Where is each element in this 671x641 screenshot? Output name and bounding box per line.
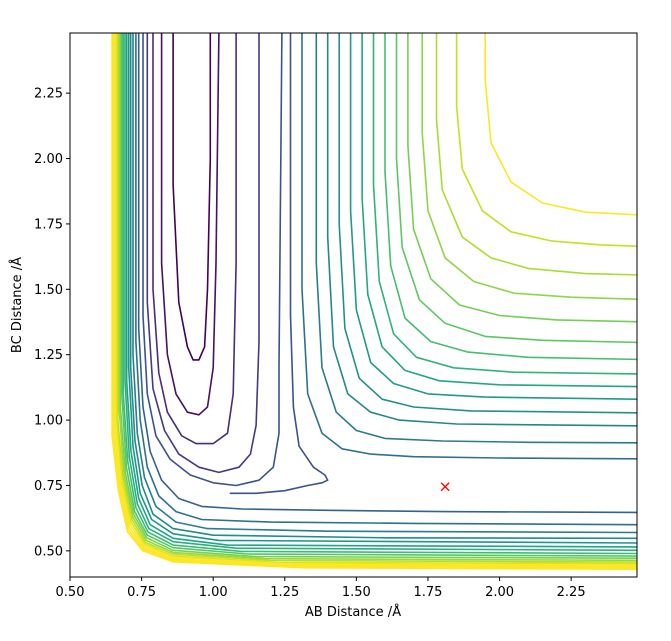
contour-line-15 xyxy=(118,33,637,562)
contour-line-31 xyxy=(407,33,637,323)
contour-line-32 xyxy=(421,33,637,300)
contour-line-5 xyxy=(137,33,637,514)
contour-line-3 xyxy=(146,33,260,474)
contour-line-4-branch xyxy=(229,33,329,495)
contour-line-13 xyxy=(121,33,637,557)
y-tick-label: 1.75 xyxy=(34,217,63,232)
y-tick-label: 1.00 xyxy=(34,414,63,429)
contour-line-7 xyxy=(132,33,637,534)
contour-line-10 xyxy=(125,33,637,548)
contour-line-35 xyxy=(484,33,637,216)
contour-line-8 xyxy=(129,33,637,540)
x-axis-ticks: 0.50 0.75 1.00 1.25 1.50 1.75 2.00 2.25 xyxy=(56,577,586,600)
contour-line-28 xyxy=(372,33,637,375)
y-tick-label: 0.75 xyxy=(34,479,63,494)
contour-line-4 xyxy=(142,33,283,487)
y-tick-label: 0.50 xyxy=(34,544,63,559)
contour-line-22 xyxy=(301,33,637,460)
contour-line-26 xyxy=(349,33,637,400)
y-axis-label: BC Distance /Å xyxy=(9,257,25,353)
contour-line-11 xyxy=(124,33,637,552)
y-tick-label: 1.50 xyxy=(34,283,63,298)
plot-frame xyxy=(69,32,638,578)
x-tick-label: 0.50 xyxy=(56,585,85,600)
contour-line-9 xyxy=(127,33,637,544)
contour-line-34 xyxy=(455,33,637,247)
contour-line-21 xyxy=(111,33,637,570)
contour-line-25 xyxy=(338,33,637,414)
contour-line-24 xyxy=(326,33,637,427)
contour-line-19 xyxy=(113,33,637,568)
contour-line-6 xyxy=(135,33,637,526)
contour-lines xyxy=(111,33,637,570)
y-tick-label: 2.25 xyxy=(34,87,63,102)
x-tick-label: 0.75 xyxy=(127,585,156,600)
x-tick-label: 1.25 xyxy=(270,585,299,600)
contour-line-12 xyxy=(122,33,637,555)
x-axis-label: AB Distance /Å xyxy=(305,604,401,620)
x-tick-label: 1.00 xyxy=(199,585,228,600)
y-axis-ticks: 0.50 0.75 1.00 1.25 1.50 1.75 2.00 2.25 xyxy=(34,87,70,559)
contour-line-14 xyxy=(119,33,637,559)
contour-line-33 xyxy=(435,33,637,276)
y-tick-label: 2.00 xyxy=(34,152,63,167)
y-tick-label: 1.25 xyxy=(34,348,63,363)
contour-line-0 xyxy=(172,33,212,361)
contour-line-1 xyxy=(160,33,220,416)
contour-line-17 xyxy=(115,33,637,565)
contour-line-18 xyxy=(114,33,637,566)
transition-state-marker xyxy=(440,482,450,492)
x-tick-label: 1.75 xyxy=(413,585,442,600)
plot-background xyxy=(70,33,637,577)
contour-line-29 xyxy=(384,33,637,361)
x-tick-label: 1.50 xyxy=(342,585,371,600)
contour-line-30 xyxy=(395,33,637,344)
contour-line-20 xyxy=(112,33,637,569)
contour-line-23 xyxy=(315,33,637,444)
marker-group xyxy=(440,482,450,492)
x-tick-label: 2.25 xyxy=(557,585,586,600)
contour-line-27 xyxy=(361,33,637,388)
contour-line-16 xyxy=(117,33,637,563)
contour-line-2 xyxy=(152,33,237,445)
x-tick-label: 2.00 xyxy=(485,585,514,600)
